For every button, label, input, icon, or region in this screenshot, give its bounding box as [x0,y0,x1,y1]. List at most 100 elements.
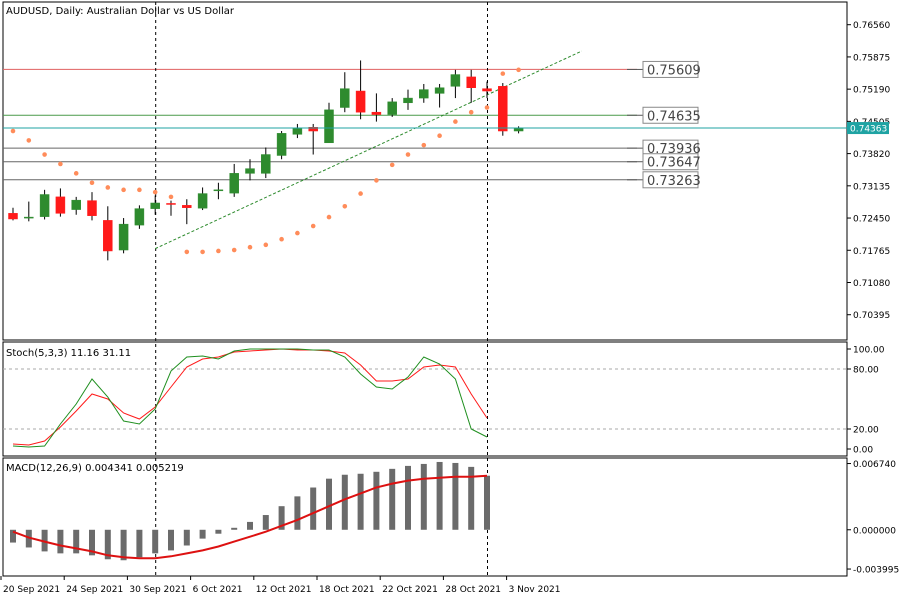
sar-dot [121,187,126,193]
level-label: 0.74635 [647,109,701,124]
macd-histogram-bar [168,529,174,551]
sar-dot [500,71,506,76]
macd-histogram-bar [436,461,443,530]
price-tick-label: 0.76560 [853,21,890,31]
macd-histogram-bar [89,529,95,556]
candle-bear [355,90,366,113]
sar-dot [374,178,379,183]
candle-bull [387,101,397,115]
candle-bear [482,88,492,92]
macd-histogram-bar [373,471,380,530]
macd-histogram-bar [152,529,159,554]
candle-bull [197,193,208,209]
current-price-label: 0.74363 [850,125,887,135]
candle-bear [498,86,508,132]
candle-bear [55,196,66,214]
macd-histogram-bar [247,521,253,530]
macd-histogram-bar [468,466,475,530]
price-tick-label: 0.71080 [853,279,890,289]
candle-bull [419,89,429,99]
sar-dot [10,128,16,134]
candle-bear [166,203,176,205]
candle-bull [276,133,287,156]
candle-bull [450,74,461,87]
candle-bull [434,87,445,94]
macd-histogram-bar [104,529,111,560]
sar-dot [437,133,442,139]
sar-dot [58,161,63,167]
time-tick-label: 3 Nov 2021 [509,585,561,595]
macd-histogram-bar [389,468,396,530]
stoch-main-line [12,348,488,448]
stoch-tick-label: 0.00 [853,446,873,456]
macd-histogram-bar [136,529,143,558]
candle-bear [87,200,97,216]
candle-bear [308,127,318,132]
macd-histogram-bar [120,529,127,561]
candle-bull [134,208,145,226]
macd-histogram-bar [310,487,317,530]
sar-dot [516,67,521,73]
stoch-tick-label: 100.00 [853,346,885,356]
time-tick-label: 28 Oct 2021 [445,585,501,595]
sar-dot [468,109,474,115]
price-tick-label: 0.71765 [853,247,890,257]
sar-dot [405,152,411,157]
price-tick-label: 0.70395 [853,311,890,321]
candle-bull [150,202,160,209]
sar-dot [73,171,79,176]
time-axis: 20 Sep 2021 24 Sep 2021 30 Sep 2021 6 Oct 2… [0,576,561,595]
candle-bear [8,213,18,220]
time-tick-label: 18 Oct 2021 [319,585,375,595]
candles [8,60,524,261]
stoch-label: Stoch(5,3,3) 11.16 31.11 [6,348,131,359]
candle-bear [371,111,382,115]
stoch-panel-frame [2,341,848,457]
trendline [154,50,583,250]
current-price: 0.74363 [3,122,889,135]
trendline-group[interactable] [154,50,583,250]
sar-dot [279,236,284,242]
macd-label: MACD(12,26,9) 0.004341 0.005219 [6,463,184,474]
chart-title: AUDUSD, Daily: Australian Dollar vs US D… [6,6,235,17]
macd-histogram-bar [357,473,364,530]
time-tick-label: 30 Sep 2021 [129,585,186,595]
macd-histogram-bar [57,529,64,554]
price-tick-label: 0.73820 [853,150,890,160]
macd-panel-frame [2,457,848,577]
macd-histogram-bar [278,506,285,530]
candle-bull [229,173,239,194]
sar-dot [152,189,158,195]
candle-bear [182,205,192,208]
candle-bull [118,223,129,251]
sar-dot [184,249,190,255]
sar-dot [326,214,332,220]
candle-bull [324,109,334,144]
candle-bull [292,128,303,135]
current-price-tag [847,122,889,135]
stoch-signal-line [12,348,488,446]
macd-histogram-bar [405,465,411,530]
time-tick-label: 22 Oct 2021 [382,585,438,595]
time-tick-label: 24 Sep 2021 [66,585,123,595]
candle-bull [24,216,34,219]
sar-dot [168,194,174,200]
macd-histogram-bar [10,529,16,543]
stochastic-indicator: 100.00 80.00 20.00 0.00 [3,346,885,456]
macd-histogram-bar [452,462,459,530]
sar-dot [247,244,253,250]
parabolic-sar [10,67,521,255]
sar-dot [105,185,111,190]
macd-histogram-bar [231,527,238,530]
level-label-box [642,171,699,189]
price-tick-label: 0.75875 [853,53,890,63]
sar-dot [200,249,205,255]
macd-tick-label: 0.006740 [853,460,896,470]
time-tick-label: 20 Sep 2021 [3,585,60,595]
macd-histogram-bar [215,529,222,534]
sar-dot [421,142,427,148]
macd-tick-label: 0.000000 [853,526,896,536]
